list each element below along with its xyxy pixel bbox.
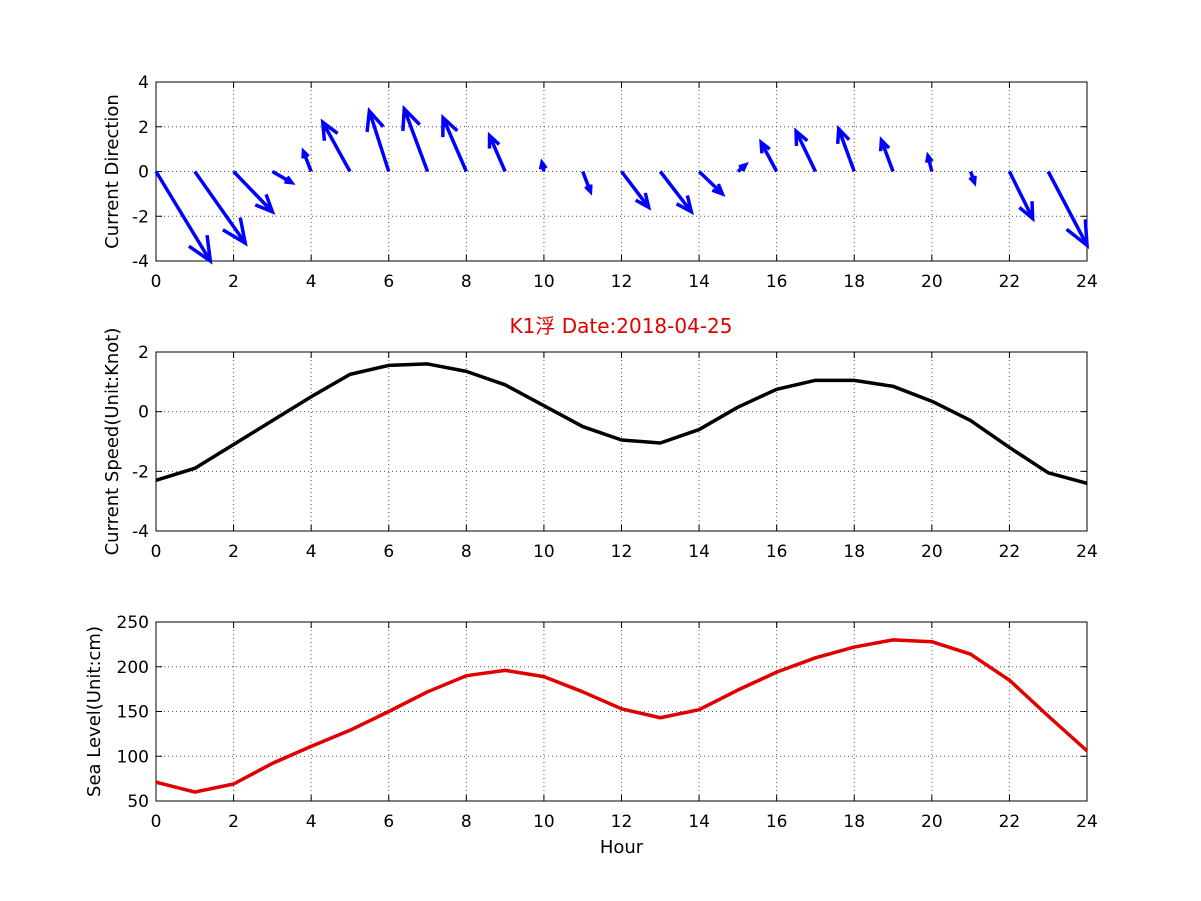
x-tick-label: 12 — [611, 542, 633, 562]
current-arrow-0 — [154, 170, 213, 265]
current-arrow-6 — [365, 107, 391, 173]
y-tick-label: 100 — [117, 747, 149, 767]
y-axis-label: Current Direction — [102, 94, 123, 249]
current-arrow-21 — [968, 170, 977, 187]
x-tick-label: 24 — [1076, 272, 1098, 292]
x-tick-label: 10 — [533, 812, 555, 832]
x-tick-label: 10 — [533, 272, 555, 292]
x-tick-label: 0 — [151, 272, 162, 292]
y-tick-label: 4 — [138, 73, 149, 93]
y-axis-label: Current Speed(Unit:Knot) — [102, 328, 123, 556]
x-tick-label: 24 — [1076, 812, 1098, 832]
x-tick-label: 2 — [228, 272, 239, 292]
x-tick-label: 4 — [306, 542, 317, 562]
x-tick-label: 10 — [533, 542, 555, 562]
x-tick-label: 24 — [1076, 542, 1098, 562]
current-arrow-1 — [193, 170, 248, 247]
current-arrow-12 — [620, 170, 652, 211]
x-tick-label: 12 — [611, 272, 633, 292]
plot-frame — [155, 621, 1088, 802]
x-axis-label: Hour — [600, 837, 644, 858]
current-arrow-13 — [658, 170, 694, 216]
y-tick-label: 2 — [138, 118, 149, 138]
y-tick-label: 2 — [138, 343, 149, 363]
current-arrow-7 — [401, 104, 430, 173]
x-tick-label: 22 — [999, 812, 1021, 832]
x-tick-label: 2 — [228, 542, 239, 562]
x-tick-label: 18 — [843, 542, 865, 562]
current-arrow-8 — [441, 113, 468, 173]
y-tick-label: -4 — [132, 522, 149, 542]
current-arrow-23 — [1046, 170, 1089, 250]
x-tick-label: 6 — [383, 812, 394, 832]
x-tick-label: 14 — [688, 272, 710, 292]
current-arrow-14 — [697, 170, 726, 197]
x-tick-label: 12 — [611, 812, 633, 832]
y-tick-label: 250 — [117, 613, 149, 633]
x-tick-label: 14 — [688, 812, 710, 832]
y-tick-label: -2 — [132, 462, 149, 482]
x-tick-label: 6 — [383, 272, 394, 292]
y-tick-label: 50 — [127, 792, 149, 812]
x-tick-label: 20 — [921, 272, 943, 292]
current-arrow-2 — [232, 170, 276, 215]
y-tick-label: 150 — [117, 703, 149, 723]
x-tick-label: 20 — [921, 812, 943, 832]
x-tick-label: 16 — [766, 812, 788, 832]
x-tick-label: 22 — [999, 542, 1021, 562]
y-tick-label: 200 — [117, 658, 149, 678]
x-tick-label: 14 — [688, 542, 710, 562]
x-tick-label: 16 — [766, 272, 788, 292]
chart-title: K1浮 Date:2018-04-25 — [510, 314, 733, 338]
y-axis-label: Sea Level(Unit:cm) — [84, 626, 105, 797]
x-tick-label: 22 — [999, 272, 1021, 292]
current-arrow-16 — [759, 138, 779, 173]
current-arrow-17 — [794, 127, 818, 173]
y-tick-label: 0 — [138, 163, 149, 183]
current-arrow-18 — [835, 124, 856, 173]
sea-level-line — [155, 638, 1089, 794]
current-arrow-19 — [878, 136, 895, 173]
current-arrow-10 — [538, 158, 548, 172]
plot-frame — [155, 351, 1088, 532]
speed-line — [155, 362, 1088, 485]
current-arrow-22 — [1007, 170, 1035, 223]
x-tick-label: 0 — [151, 542, 162, 562]
current-arrow-15 — [736, 161, 749, 173]
current-arrow-9 — [487, 131, 507, 173]
x-tick-label: 16 — [766, 542, 788, 562]
y-tick-label: -4 — [132, 252, 149, 272]
current-arrow-5 — [320, 118, 352, 173]
current-arrow-20 — [924, 151, 934, 172]
x-tick-label: 18 — [843, 812, 865, 832]
x-tick-label: 6 — [383, 542, 394, 562]
x-tick-label: 18 — [843, 272, 865, 292]
x-tick-label: 8 — [461, 812, 472, 832]
x-tick-label: 4 — [306, 272, 317, 292]
x-tick-label: 0 — [151, 812, 162, 832]
x-tick-label: 8 — [461, 272, 472, 292]
x-tick-label: 8 — [461, 542, 472, 562]
current-arrow-11 — [581, 170, 593, 196]
x-tick-label: 2 — [228, 812, 239, 832]
x-tick-label: 20 — [921, 542, 943, 562]
current-arrow-3 — [271, 169, 296, 185]
y-tick-label: 0 — [138, 403, 149, 423]
current-arrow-4 — [301, 147, 313, 173]
y-tick-label: -2 — [132, 207, 149, 227]
x-tick-label: 4 — [306, 812, 317, 832]
